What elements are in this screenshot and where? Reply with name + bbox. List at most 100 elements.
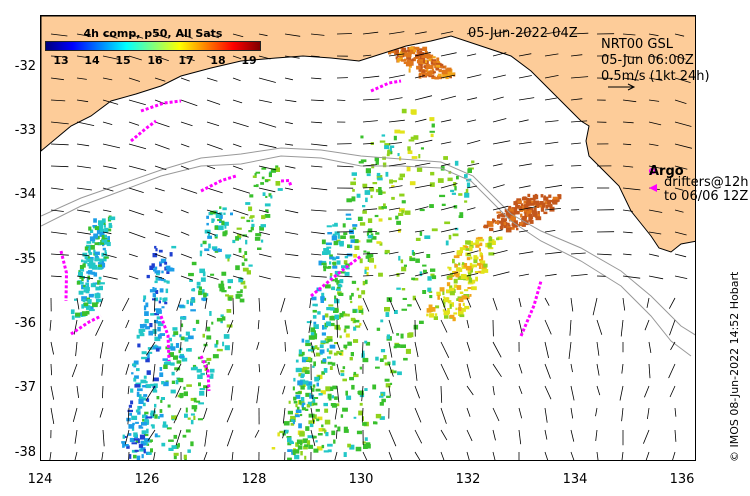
sst-pixel bbox=[98, 276, 102, 280]
sst-pixel bbox=[456, 285, 462, 290]
sst-pixel bbox=[140, 447, 146, 450]
sst-pixel bbox=[191, 297, 195, 302]
sst-pixel bbox=[225, 294, 229, 297]
sst-pixel bbox=[401, 266, 407, 272]
lon-tick-label: 124 bbox=[27, 472, 53, 487]
sst-pixel bbox=[487, 247, 494, 250]
sst-pixel bbox=[138, 399, 144, 404]
sst-pixel bbox=[235, 236, 239, 241]
current-vector bbox=[466, 229, 476, 233]
sst-pixel bbox=[245, 202, 251, 205]
current-vector bbox=[180, 55, 195, 62]
current-vector bbox=[361, 407, 364, 423]
sst-pixel bbox=[88, 226, 92, 231]
current-vector bbox=[258, 297, 261, 312]
sst-pixel bbox=[318, 393, 323, 396]
current-vector bbox=[622, 99, 637, 103]
sst-pixel bbox=[331, 279, 335, 282]
sst-pixel bbox=[293, 401, 298, 404]
sst-pixel bbox=[81, 296, 88, 302]
sst-pixel bbox=[387, 361, 391, 365]
sst-pixel bbox=[413, 324, 419, 330]
sst-pixel bbox=[101, 239, 108, 243]
sst-pixel bbox=[466, 295, 470, 300]
current-vector bbox=[154, 187, 165, 192]
current-vector bbox=[232, 121, 249, 128]
sst-pixel bbox=[87, 270, 93, 275]
sst-pixel bbox=[128, 424, 134, 429]
sst-pixel bbox=[313, 397, 319, 399]
sst-pixel bbox=[199, 253, 202, 257]
colorbar-tick: 13 bbox=[53, 54, 69, 67]
colorbar bbox=[45, 41, 261, 51]
current-vector bbox=[414, 385, 420, 399]
sst-pixel bbox=[190, 413, 195, 416]
sst-pixel bbox=[327, 232, 333, 235]
sst-pixel bbox=[210, 368, 215, 373]
current-vector bbox=[440, 407, 447, 424]
sst-pixel bbox=[524, 204, 528, 210]
drifter-track bbox=[310, 254, 362, 298]
sst-pixel bbox=[416, 48, 419, 54]
sst-pixel bbox=[139, 448, 145, 452]
sst-pixel bbox=[378, 187, 382, 190]
current-vector bbox=[674, 33, 685, 37]
sst-pixel bbox=[363, 444, 368, 449]
sst-pixel bbox=[353, 254, 358, 258]
lon-tick-label: 132 bbox=[455, 472, 481, 487]
sst-pixel bbox=[450, 72, 456, 76]
sst-pixel bbox=[121, 441, 126, 444]
sst-pixel bbox=[355, 325, 361, 328]
current-vector bbox=[518, 141, 532, 145]
sst-pixel bbox=[452, 317, 456, 322]
map-frame[interactable] bbox=[40, 15, 696, 461]
sst-pixel bbox=[170, 346, 176, 351]
sst-pixel bbox=[179, 392, 184, 398]
current-vector bbox=[73, 319, 78, 335]
drifters-legend-label: drifters@12h bbox=[664, 175, 749, 190]
sst-pixel bbox=[397, 54, 400, 58]
sst-pixel bbox=[197, 374, 203, 379]
sst-pixel bbox=[216, 348, 223, 352]
sst-pixel bbox=[223, 221, 229, 226]
argo-drifter-tracks bbox=[59, 79, 543, 392]
sst-pixel bbox=[83, 260, 88, 264]
sst-pixel bbox=[378, 206, 384, 210]
current-vector bbox=[518, 297, 522, 308]
sst-pixel bbox=[156, 316, 162, 320]
sst-pixel bbox=[521, 217, 527, 222]
sst-pixel bbox=[329, 315, 335, 321]
sst-pixel bbox=[412, 277, 419, 281]
current-vector bbox=[180, 341, 182, 351]
current-vector bbox=[180, 77, 190, 82]
current-vector bbox=[206, 55, 215, 60]
sst-pixel bbox=[458, 297, 464, 303]
sst-pixel bbox=[344, 347, 347, 350]
current-vector bbox=[232, 297, 234, 315]
current-vector bbox=[544, 120, 559, 123]
sst-pixel bbox=[489, 227, 494, 232]
sst-pixel bbox=[467, 270, 472, 274]
sst-map[interactable] bbox=[41, 16, 696, 461]
sst-pixel bbox=[182, 434, 187, 438]
sst-pixel bbox=[198, 290, 203, 296]
sst-pixel bbox=[186, 299, 189, 305]
sst-pixel bbox=[287, 410, 293, 415]
current-vector bbox=[258, 165, 277, 171]
current-vector bbox=[232, 77, 241, 82]
sst-pixel bbox=[375, 421, 378, 425]
sst-pixel bbox=[334, 277, 338, 283]
sst-pixel bbox=[88, 260, 94, 266]
sst-pixel bbox=[422, 46, 428, 51]
sst-pixel bbox=[301, 357, 307, 363]
sst-pixel bbox=[161, 279, 166, 282]
sst-pixel bbox=[255, 233, 262, 237]
sst-pixel bbox=[295, 394, 301, 399]
sst-pixel bbox=[447, 300, 450, 304]
current-vector bbox=[284, 209, 299, 214]
sst-pixel bbox=[507, 224, 511, 229]
sst-pixel bbox=[334, 342, 338, 345]
sst-pixel bbox=[220, 314, 224, 318]
sst-pixel bbox=[173, 331, 179, 336]
current-vector bbox=[570, 385, 575, 401]
